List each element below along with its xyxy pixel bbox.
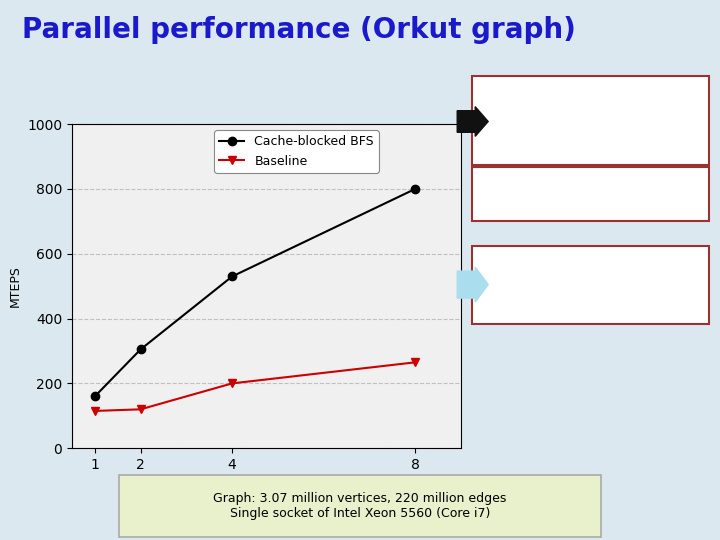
- Line: Cache-blocked BFS: Cache-blocked BFS: [91, 185, 419, 401]
- Legend: Cache-blocked BFS, Baseline: Cache-blocked BFS, Baseline: [215, 131, 379, 173]
- Text: Speedup over
baseline: 2.9: Speedup over baseline: 2.9: [486, 271, 579, 299]
- Y-axis label: MTEPS: MTEPS: [9, 265, 22, 307]
- X-axis label: Number of threads: Number of threads: [194, 477, 338, 492]
- Cache-blocked BFS: [91, 393, 99, 400]
- Baseline: [91, 408, 99, 414]
- Text: Execution time:
0.28 seconds (8 threads): Execution time: 0.28 seconds (8 threads): [486, 106, 642, 134]
- Baseline: [228, 380, 236, 387]
- Baseline: [410, 359, 419, 366]
- Text: Parallel performance (Orkut graph): Parallel performance (Orkut graph): [22, 16, 575, 44]
- Line: Baseline: Baseline: [91, 358, 419, 415]
- Text: Graph: 3.07 million vertices, 220 million edges
Single socket of Intel Xeon 5560: Graph: 3.07 million vertices, 220 millio…: [213, 492, 507, 520]
- Text: Parallel  speedup: 4.9: Parallel speedup: 4.9: [486, 188, 630, 201]
- Cache-blocked BFS: [228, 273, 236, 280]
- Baseline: [136, 406, 145, 413]
- Cache-blocked BFS: [410, 186, 419, 192]
- Cache-blocked BFS: [136, 346, 145, 353]
